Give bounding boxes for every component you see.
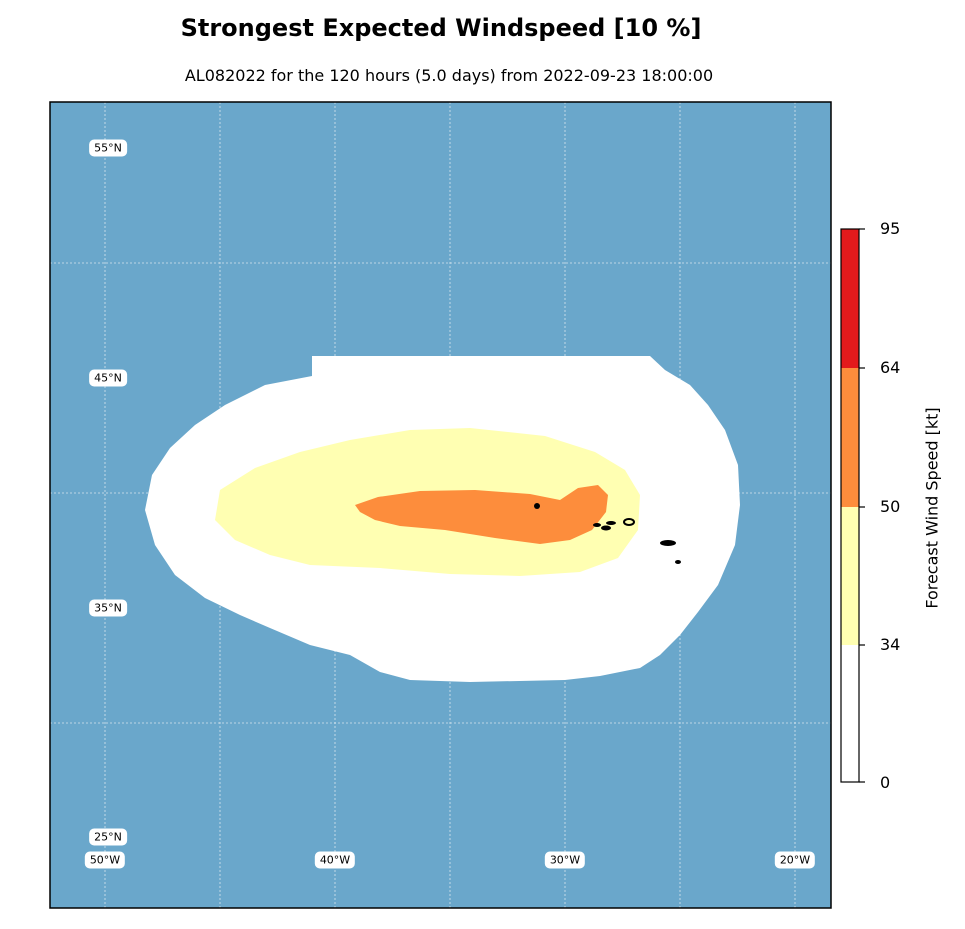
swath-50-64kt: [355, 485, 608, 544]
colorbar-frame: [840, 228, 860, 783]
chart-title: Strongest Expected Windspeed [10 %]: [180, 14, 702, 42]
lon-label-40w: 40°W: [314, 851, 356, 869]
lat-label-55n: 55°N: [89, 139, 127, 157]
colorbar-band-34-50: [841, 507, 859, 645]
map-frame: [49, 101, 832, 909]
colorbar-band-50-64: [841, 368, 859, 507]
colorbar: [840, 228, 865, 783]
lat-label-35n: 35°N: [89, 599, 127, 617]
colorbar-tick-50: 50: [880, 497, 901, 516]
colorbar-band-64-95: [841, 229, 859, 368]
lon-label-20w: 20°W: [774, 851, 816, 869]
lon-label-30w: 30°W: [544, 851, 586, 869]
lon-label-50w: 50°W: [84, 851, 126, 869]
lat-label-45n: 45°N: [89, 369, 127, 387]
colorbar-tick-34: 34: [880, 635, 901, 654]
colorbar-tick-0: 0: [880, 773, 891, 792]
colorbar-band-0-34: [841, 645, 859, 782]
islands: [534, 503, 681, 564]
chart-subtitle: AL082022 for the 120 hours (5.0 days) fr…: [184, 66, 714, 85]
colorbar-tick-64: 64: [880, 358, 901, 377]
colorbar-title: Forecast Wind Speed [kt]: [922, 407, 942, 609]
colorbar-tick-95: 95: [880, 219, 901, 238]
lat-label-25n: 25°N: [89, 828, 127, 846]
